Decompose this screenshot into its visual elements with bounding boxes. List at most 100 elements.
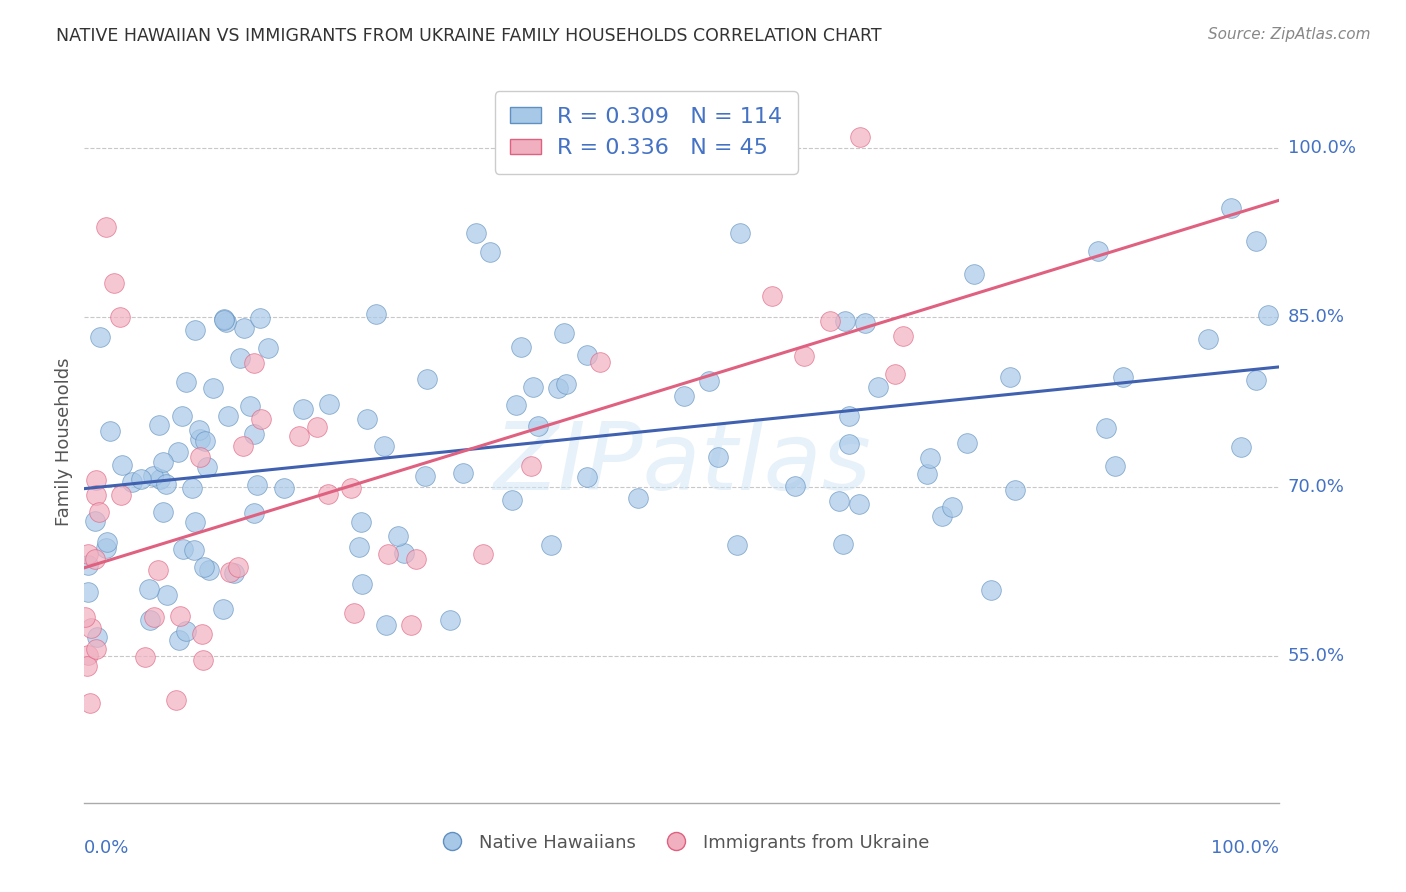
Point	[188, 450, 211, 464]
Point	[547, 381, 569, 395]
Point	[103, 277, 125, 291]
Point	[554, 376, 576, 391]
Text: Source: ZipAtlas.com: Source: ZipAtlas.com	[1208, 27, 1371, 42]
Point	[129, 472, 152, 486]
Point	[76, 585, 98, 599]
Point	[183, 542, 205, 557]
Point	[343, 607, 366, 621]
Point	[1230, 440, 1253, 454]
Point	[522, 379, 544, 393]
Point	[165, 693, 187, 707]
Point	[1112, 370, 1135, 384]
Point	[77, 648, 100, 663]
Text: NATIVE HAWAIIAN VS IMMIGRANTS FROM UKRAINE FAMILY HOUSEHOLDS CORRELATION CHART: NATIVE HAWAIIAN VS IMMIGRANTS FROM UKRAI…	[56, 27, 882, 45]
Point	[589, 355, 612, 369]
Point	[439, 613, 461, 627]
Point	[834, 314, 856, 328]
Point	[305, 420, 328, 434]
Point	[181, 481, 204, 495]
Point	[853, 316, 876, 330]
Point	[138, 613, 160, 627]
Point	[167, 445, 190, 459]
Point	[194, 434, 217, 449]
Point	[339, 481, 361, 495]
Point	[1087, 244, 1109, 258]
Point	[963, 267, 986, 281]
Text: 100.0%: 100.0%	[1288, 139, 1355, 157]
Point	[152, 454, 174, 468]
Point	[84, 514, 107, 528]
Point	[1220, 202, 1243, 216]
Point	[201, 381, 224, 395]
Point	[356, 411, 378, 425]
Point	[273, 481, 295, 495]
Point	[673, 389, 696, 403]
Point	[891, 328, 914, 343]
Point	[188, 432, 211, 446]
Point	[156, 588, 179, 602]
Point	[148, 418, 170, 433]
Point	[193, 560, 215, 574]
Point	[697, 374, 720, 388]
Point	[915, 467, 938, 482]
Point	[520, 458, 543, 473]
Point	[728, 226, 751, 240]
Point	[214, 313, 236, 327]
Point	[233, 321, 256, 335]
Point	[111, 458, 134, 472]
Point	[184, 515, 207, 529]
Text: 100.0%: 100.0%	[1212, 838, 1279, 857]
Point	[413, 469, 436, 483]
Point	[352, 577, 374, 591]
Point	[364, 307, 387, 321]
Point	[931, 509, 953, 524]
Point	[76, 547, 98, 561]
Text: 0.0%: 0.0%	[84, 838, 129, 857]
Point	[980, 582, 1002, 597]
Point	[198, 563, 221, 577]
Point	[172, 541, 194, 556]
Point	[86, 630, 108, 644]
Point	[110, 488, 132, 502]
Point	[174, 375, 197, 389]
Point	[155, 477, 177, 491]
Point	[838, 436, 860, 450]
Point	[143, 610, 166, 624]
Point	[193, 653, 215, 667]
Point	[79, 697, 101, 711]
Point	[848, 129, 870, 144]
Point	[1244, 235, 1267, 249]
Point	[152, 505, 174, 519]
Point	[239, 399, 262, 413]
Point	[347, 540, 370, 554]
Point	[94, 541, 117, 556]
Point	[1104, 458, 1126, 473]
Point	[76, 659, 98, 673]
Point	[831, 537, 853, 551]
Point	[87, 505, 110, 519]
Point	[292, 401, 315, 416]
Point	[243, 356, 266, 370]
Point	[416, 372, 439, 386]
Point	[373, 439, 395, 453]
Point	[195, 459, 218, 474]
Point	[98, 424, 121, 438]
Point	[884, 367, 907, 381]
Point	[1004, 483, 1026, 497]
Point	[956, 435, 979, 450]
Point	[479, 244, 502, 259]
Point	[941, 500, 963, 514]
Y-axis label: Family Households: Family Households	[55, 358, 73, 525]
Point	[387, 529, 409, 543]
Point	[374, 617, 396, 632]
Point	[89, 330, 111, 344]
Point	[453, 466, 475, 480]
Point	[505, 398, 527, 412]
Point	[510, 340, 533, 354]
Point	[392, 546, 415, 560]
Point	[229, 351, 252, 366]
Text: ZIPatlas: ZIPatlas	[494, 417, 870, 508]
Point	[217, 409, 239, 423]
Point	[134, 649, 156, 664]
Point	[83, 552, 105, 566]
